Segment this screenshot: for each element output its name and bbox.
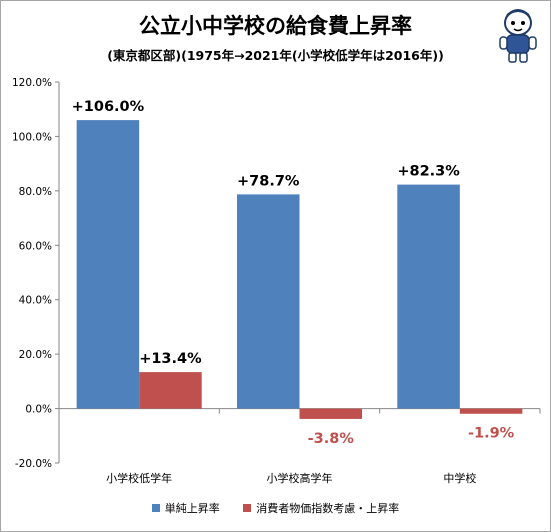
legend-swatch-simple — [151, 504, 160, 512]
y-tick-label: 40.0% — [19, 295, 52, 307]
bar-cpi-adjusted — [299, 408, 363, 419]
data-label: -1.9% — [468, 426, 515, 442]
legend-item-simple: 単純上昇率 — [151, 500, 220, 516]
y-tick-label: -20.0% — [15, 458, 52, 470]
y-tick-label: 100.0% — [12, 131, 52, 143]
bar-cpi-adjusted — [139, 372, 202, 409]
x-category-label: 中学校 — [443, 471, 476, 485]
legend-item-cpi-adjusted: 消費者物価指数考慮・上昇率 — [243, 500, 399, 516]
legend-swatch-cpi-adjusted — [243, 504, 252, 512]
y-tick-label: 20.0% — [19, 349, 52, 361]
legend: 単純上昇率 消費者物価指数考慮・上昇率 — [0, 500, 551, 516]
y-tick-label: 120.0% — [12, 77, 52, 89]
bar-simple — [236, 194, 300, 409]
bar-simple — [76, 120, 140, 409]
cartoon-mascot-icon — [499, 9, 537, 63]
x-category-label: 小学校高学年 — [267, 471, 333, 485]
bar-cpi-adjusted — [459, 408, 523, 414]
legend-label-simple: 単純上昇率 — [164, 502, 220, 515]
data-label: -3.8% — [308, 431, 355, 447]
chart-subtitle: (東京都区部)(1975年→2021年(小学校低学年は2016年)) — [107, 48, 444, 63]
y-tick-label: 0.0% — [25, 404, 52, 416]
data-label: +106.0% — [72, 99, 145, 115]
bar-simple — [397, 184, 460, 409]
y-tick-label: 60.0% — [19, 240, 52, 252]
data-label: +13.4% — [139, 351, 202, 367]
legend-label-cpi-adjusted: 消費者物価指数考慮・上昇率 — [256, 502, 400, 515]
chart-title: 公立小中学校の給食費上昇率 — [139, 14, 412, 38]
y-tick-label: 80.0% — [19, 186, 52, 198]
data-label: +82.3% — [397, 164, 460, 180]
data-label: +78.7% — [237, 173, 300, 189]
x-category-label: 小学校低学年 — [106, 471, 172, 485]
